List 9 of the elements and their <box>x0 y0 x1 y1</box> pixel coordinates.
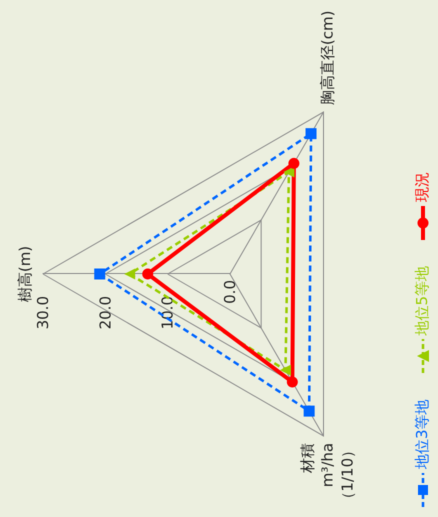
spoke-label: 材積 m³/ha （1/10） <box>298 442 356 507</box>
spoke-label: 樹高(m) <box>16 246 34 302</box>
text: 現況 <box>413 172 432 202</box>
y-tick-label: 30.0 <box>34 296 52 330</box>
text: 地位5等地 <box>413 266 432 336</box>
y-tick-label: 20.0 <box>96 296 114 330</box>
y-tick-label: 0.0 <box>221 280 239 304</box>
text: 地位3等地 <box>413 399 432 469</box>
spoke-label: 胸高直径(cm) <box>318 10 336 106</box>
